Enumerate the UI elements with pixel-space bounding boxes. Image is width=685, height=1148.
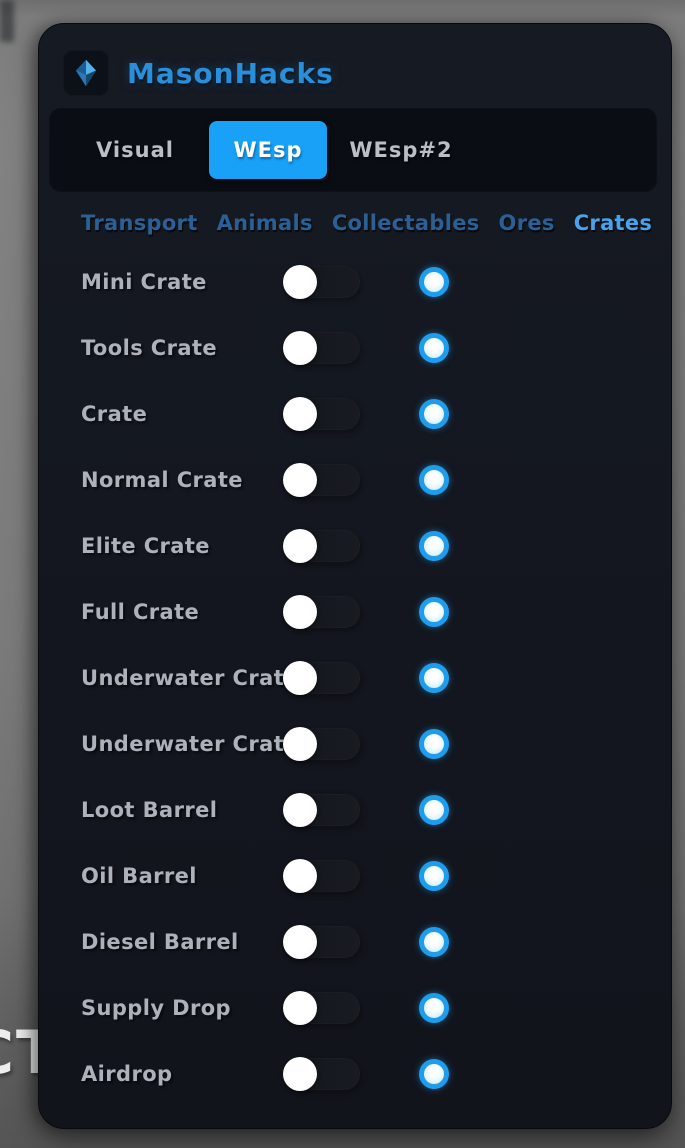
esp-item-label: Elite Crate: [81, 534, 210, 558]
esp-row-full-crate: Full Crate: [39, 579, 671, 645]
color-swatch-normal-crate[interactable]: [419, 465, 449, 495]
toggle-knob: [283, 859, 317, 893]
toggle-normal-crate[interactable]: [283, 463, 360, 497]
toggle-elite-crate[interactable]: [283, 529, 360, 563]
subtab-bar: Transport Animals Collectables Ores Crat…: [39, 209, 671, 237]
color-swatch-elite-crate[interactable]: [419, 531, 449, 561]
tab-label: WEsp: [233, 138, 303, 162]
color-swatch-underwater-crate[interactable]: [419, 729, 449, 759]
subtab-label: Collectables: [331, 211, 480, 235]
subtab-transport[interactable]: Transport: [81, 211, 198, 235]
app-title: MasonHacks: [127, 56, 334, 90]
esp-row-diesel-barrel: Diesel Barrel: [39, 909, 671, 975]
esp-row-crate: Crate: [39, 381, 671, 447]
toggle-knob: [283, 793, 317, 827]
esp-item-label: Supply Drop: [81, 996, 231, 1020]
color-swatch-airdrop[interactable]: [419, 1059, 449, 1089]
color-swatch-supply-drop[interactable]: [419, 993, 449, 1023]
color-swatch-loot-barrel[interactable]: [419, 795, 449, 825]
subtab-label: Animals: [216, 211, 313, 235]
subtab-ores[interactable]: Ores: [499, 211, 555, 235]
toggle-knob: [283, 463, 317, 497]
color-swatch-oil-barrel[interactable]: [419, 861, 449, 891]
toggle-knob: [283, 727, 317, 761]
esp-item-label: Underwater Crate: [81, 732, 299, 756]
toggle-knob: [283, 1057, 317, 1091]
toggle-crate[interactable]: [283, 397, 360, 431]
esp-item-label: Full Crate: [81, 600, 200, 624]
subtab-collectables[interactable]: Collectables: [332, 211, 480, 235]
toggle-diesel-barrel[interactable]: [283, 925, 360, 959]
subtab-label: Ores: [498, 211, 555, 235]
toggle-full-crate[interactable]: [283, 595, 360, 629]
esp-item-label: Loot Barrel: [81, 798, 218, 822]
toggle-knob: [283, 265, 317, 299]
esp-row-elite-crate: Elite Crate: [39, 513, 671, 579]
toggle-knob: [283, 331, 317, 365]
toggle-underwater-crate[interactable]: [283, 727, 360, 761]
toggle-knob: [283, 595, 317, 629]
esp-row-underwater-crate: Underwater Crate: [39, 711, 671, 777]
toggle-mini-crate[interactable]: [283, 265, 360, 299]
esp-row-loot-barrel: Loot Barrel: [39, 777, 671, 843]
esp-row-supply-drop: Supply Drop: [39, 975, 671, 1041]
diamond-icon: [76, 59, 96, 87]
toggle-loot-barrel[interactable]: [283, 793, 360, 827]
toggle-oil-barrel[interactable]: [283, 859, 360, 893]
esp-item-label: Underwater Crate: [81, 666, 299, 690]
subtab-label: Transport: [81, 211, 198, 235]
esp-item-label: Normal Crate: [81, 468, 243, 492]
esp-row-tools-crate: Tools Crate: [39, 315, 671, 381]
toggle-underwater-crate[interactable]: [283, 661, 360, 695]
toggle-airdrop[interactable]: [283, 1057, 360, 1091]
tab-label: Visual: [96, 138, 174, 162]
toggle-supply-drop[interactable]: [283, 991, 360, 1025]
esp-item-list: Mini Crate Tools Crate Crate: [39, 249, 671, 1107]
esp-item-label: Oil Barrel: [81, 864, 197, 888]
tab-wesp-2[interactable]: WEsp#2: [349, 121, 453, 179]
esp-row-oil-barrel: Oil Barrel: [39, 843, 671, 909]
color-swatch-underwater-crate[interactable]: [419, 663, 449, 693]
screen-corner-shade: [0, 0, 14, 42]
toggle-knob: [283, 529, 317, 563]
cheat-menu-window: MasonHacks Visual WEsp WEsp#2 Transport …: [38, 23, 672, 1129]
toggle-tools-crate[interactable]: [283, 331, 360, 365]
esp-item-label: Crate: [81, 402, 148, 426]
esp-row-airdrop: Airdrop: [39, 1041, 671, 1107]
color-swatch-full-crate[interactable]: [419, 597, 449, 627]
subtab-crates[interactable]: Crates: [574, 211, 653, 235]
esp-row-mini-crate: Mini Crate: [39, 249, 671, 315]
toggle-knob: [283, 925, 317, 959]
app-logo: [63, 50, 109, 96]
esp-item-label: Diesel Barrel: [81, 930, 239, 954]
esp-row-underwater-crate: Underwater Crate: [39, 645, 671, 711]
esp-row-normal-crate: Normal Crate: [39, 447, 671, 513]
color-swatch-crate[interactable]: [419, 399, 449, 429]
tab-wesp[interactable]: WEsp: [209, 121, 327, 179]
color-swatch-mini-crate[interactable]: [419, 267, 449, 297]
subtab-label: Crates: [573, 211, 653, 235]
toggle-knob: [283, 397, 317, 431]
tab-bar: Visual WEsp WEsp#2: [49, 108, 657, 192]
subtab-animals[interactable]: Animals: [217, 211, 313, 235]
esp-item-label: Tools Crate: [81, 336, 218, 360]
color-swatch-diesel-barrel[interactable]: [419, 927, 449, 957]
window-header: MasonHacks: [39, 24, 671, 96]
tab-visual[interactable]: Visual: [83, 121, 187, 179]
color-swatch-tools-crate[interactable]: [419, 333, 449, 363]
tab-label: WEsp#2: [349, 138, 453, 162]
esp-item-label: Airdrop: [81, 1062, 173, 1086]
toggle-knob: [283, 661, 317, 695]
toggle-knob: [283, 991, 317, 1025]
esp-item-label: Mini Crate: [81, 270, 207, 294]
